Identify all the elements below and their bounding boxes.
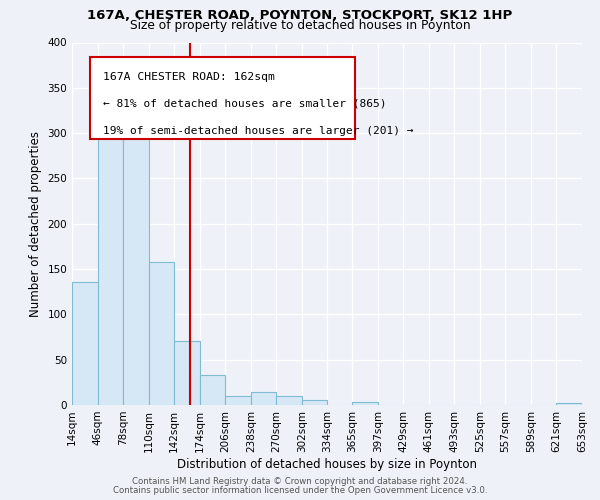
Y-axis label: Number of detached properties: Number of detached properties [29,130,42,317]
Text: 19% of semi-detached houses are larger (201) →: 19% of semi-detached houses are larger (… [103,126,413,136]
Bar [225,396,251,405]
Bar [149,262,174,405]
Bar [277,396,302,405]
X-axis label: Distribution of detached houses by size in Poynton: Distribution of detached houses by size … [177,458,477,470]
Bar [352,402,377,405]
Bar [123,118,149,405]
Bar [251,392,277,405]
Text: 167A, CHESTER ROAD, POYNTON, STOCKPORT, SK12 1HP: 167A, CHESTER ROAD, POYNTON, STOCKPORT, … [88,9,512,22]
Text: ← 81% of detached houses are smaller (865): ← 81% of detached houses are smaller (86… [103,98,386,108]
Bar [302,400,328,405]
Bar [98,123,123,405]
Bar [174,340,200,405]
Bar [200,375,225,405]
Text: Size of property relative to detached houses in Poynton: Size of property relative to detached ho… [130,19,470,32]
FancyBboxPatch shape [90,57,355,138]
Bar [556,403,582,405]
Text: 167A CHESTER ROAD: 162sqm: 167A CHESTER ROAD: 162sqm [103,72,274,82]
Text: Contains public sector information licensed under the Open Government Licence v3: Contains public sector information licen… [113,486,487,495]
Text: Contains HM Land Registry data © Crown copyright and database right 2024.: Contains HM Land Registry data © Crown c… [132,477,468,486]
Bar [72,282,98,405]
